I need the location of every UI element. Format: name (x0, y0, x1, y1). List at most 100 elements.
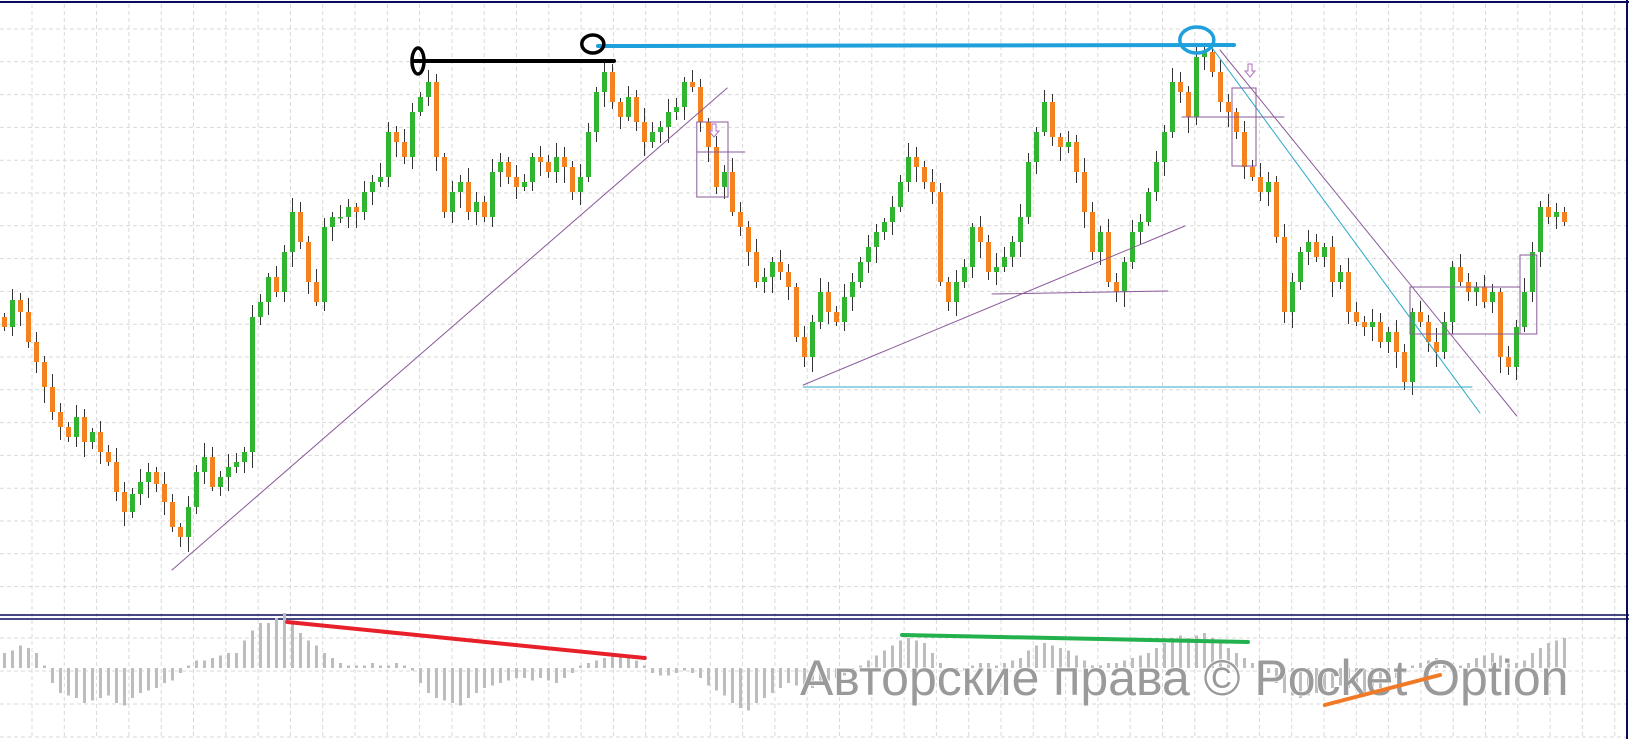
candle-bearish (2, 317, 7, 327)
candle-bullish (202, 457, 207, 472)
histogram-bar (1563, 638, 1566, 668)
candle-bearish (778, 262, 783, 272)
purple-trendline-2 (802, 225, 1186, 386)
candle-bearish (754, 252, 759, 282)
candle-bullish (770, 262, 775, 277)
histogram-bar (627, 658, 630, 668)
candles (2, 43, 1567, 552)
histogram-bar (1307, 668, 1310, 696)
candle-bullish (810, 322, 815, 357)
histogram-bar (1067, 650, 1070, 668)
histogram-bar (603, 658, 606, 668)
candle-bullish (1018, 217, 1023, 242)
histogram-bar (1259, 665, 1262, 668)
histogram-bar (131, 668, 134, 698)
histogram-bar (419, 668, 422, 683)
histogram-bar (19, 645, 22, 668)
histogram-bar (891, 645, 894, 668)
histogram-bar (1243, 658, 1246, 668)
histogram-bar (611, 655, 614, 668)
candle-bullish (858, 262, 863, 282)
candle-bullish (1162, 132, 1167, 162)
histogram-bar (707, 668, 710, 686)
histogram-bar (1171, 638, 1174, 668)
histogram-bar (1275, 668, 1278, 683)
candle-bullish (530, 157, 535, 182)
candle-bullish (658, 127, 663, 132)
histogram-bar (251, 630, 254, 668)
histogram-bar (483, 668, 486, 688)
histogram-bar (307, 640, 310, 668)
candle-bullish (874, 232, 879, 247)
histogram-bar (1467, 663, 1470, 668)
candle-bearish (482, 202, 487, 217)
histogram-bar (1235, 653, 1238, 668)
histogram-bar (1099, 665, 1102, 668)
histogram-bar (1491, 653, 1494, 668)
histogram-bar (323, 653, 326, 668)
candle-bearish (514, 177, 519, 187)
candle-bearish (546, 162, 551, 172)
histogram-bar (1483, 655, 1486, 668)
candle-bearish (730, 172, 735, 212)
candle-bearish (178, 527, 183, 537)
histogram-bar (883, 650, 886, 668)
candle-bullish (602, 72, 607, 92)
histogram-bar (163, 668, 166, 683)
candle-bullish (322, 227, 327, 302)
histogram-bar (1211, 638, 1214, 668)
candle-bullish (722, 172, 727, 187)
histogram-bar (1475, 658, 1478, 668)
candle-bullish (586, 132, 591, 177)
histogram-bar (1363, 668, 1366, 693)
candle-bullish (1306, 242, 1311, 252)
candle-bullish (522, 182, 527, 187)
candle-bearish (170, 502, 175, 527)
candle-bullish (1338, 272, 1343, 282)
candle-bullish (762, 277, 767, 282)
histogram-bar (1339, 668, 1342, 686)
candle-bullish (1322, 247, 1327, 257)
histogram-bar (1427, 660, 1430, 668)
histogram-bar (315, 645, 318, 668)
candle-bullish (426, 82, 431, 97)
candle-bullish (386, 132, 391, 177)
annotations (171, 25, 1538, 571)
candle-bullish (1034, 132, 1039, 162)
candle-bearish (402, 142, 407, 157)
histogram-bar (299, 633, 302, 668)
candle-bullish (674, 107, 679, 112)
histogram-bar (803, 668, 806, 691)
histogram-bar (1139, 655, 1142, 668)
histogram-bar (1291, 668, 1294, 696)
histogram-bar (1163, 643, 1166, 668)
candle-bullish (138, 482, 143, 494)
candle-bearish (306, 242, 311, 282)
histogram-bar (515, 668, 518, 678)
candle-bearish (1346, 272, 1351, 312)
histogram-bar (507, 668, 510, 681)
histogram-bar (651, 668, 654, 673)
candle-bearish (18, 300, 23, 312)
cyan-trendline (1209, 44, 1481, 414)
candle-bearish (938, 192, 943, 282)
candle-bullish (970, 227, 975, 267)
histogram-bar (675, 668, 678, 673)
candle-bullish (1042, 102, 1047, 132)
histogram-bar (1123, 660, 1126, 668)
candle-bullish (1194, 57, 1199, 117)
histogram-bar (139, 668, 142, 693)
candle-bullish (290, 212, 295, 252)
candle-bullish (1066, 142, 1071, 147)
candle-bullish (1026, 162, 1031, 217)
candle-bearish (738, 212, 743, 227)
candle-bearish (1282, 237, 1287, 312)
candle-bullish (1290, 282, 1295, 312)
histogram-bar (1531, 653, 1534, 668)
candle-bullish (1138, 222, 1143, 232)
candle-bearish (1402, 352, 1407, 382)
histogram-bar (1515, 663, 1518, 668)
histogram-bar (1299, 668, 1302, 698)
histogram-bar (267, 623, 270, 668)
histogram-bar (1443, 660, 1446, 668)
